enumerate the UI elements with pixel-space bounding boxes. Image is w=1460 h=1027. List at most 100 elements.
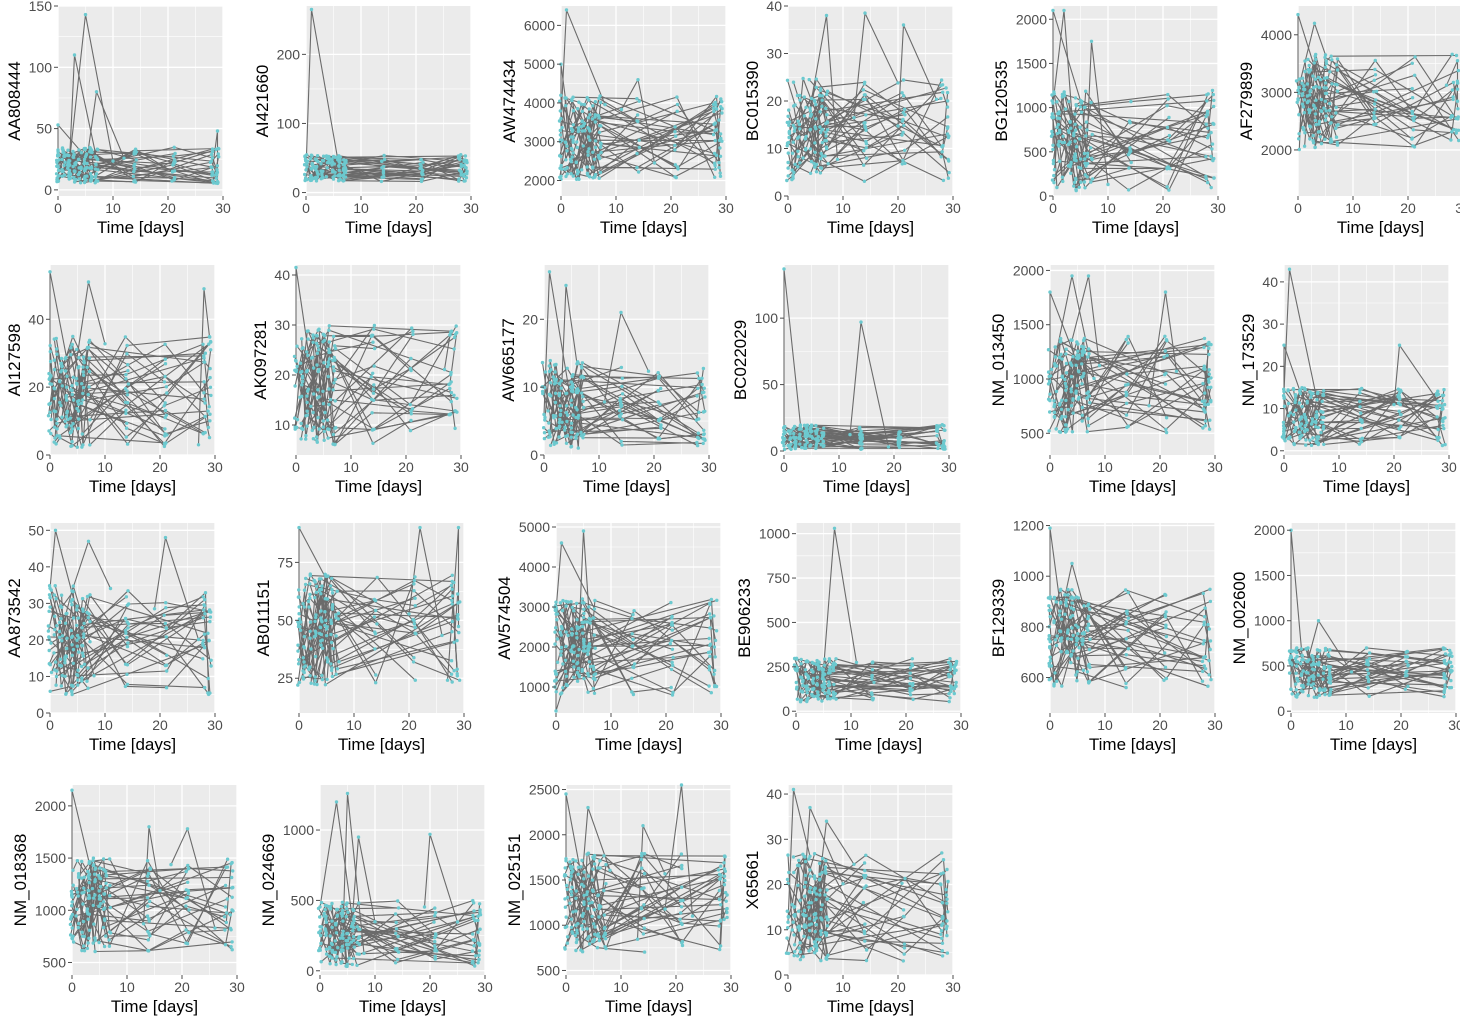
data-point (796, 165, 800, 169)
data-point (791, 140, 795, 144)
data-point (598, 123, 602, 128)
y-tick-label: 200 (277, 46, 301, 62)
data-point (308, 629, 312, 633)
data-point (304, 437, 308, 441)
data-point (48, 359, 53, 364)
data-point (442, 367, 447, 372)
data-point (700, 376, 704, 380)
data-point (1052, 90, 1056, 94)
x-tick-label: 10 (105, 200, 121, 216)
data-point (75, 347, 79, 352)
data-point (316, 344, 320, 348)
data-point (602, 400, 607, 404)
data-point (60, 634, 65, 638)
data-point (47, 635, 51, 639)
data-point (575, 662, 579, 666)
subject-trajectory (303, 598, 459, 677)
data-point (808, 109, 813, 113)
x-tick-label: 20 (401, 717, 417, 733)
data-point (670, 614, 674, 619)
data-point (586, 647, 590, 652)
data-point (1064, 423, 1068, 427)
x-tick-label: 30 (953, 717, 969, 733)
data-point (1164, 634, 1169, 639)
data-point (1322, 415, 1326, 420)
subject-trajectory (783, 430, 937, 449)
data-point (313, 619, 317, 624)
data-point (1206, 133, 1211, 137)
data-point (1315, 648, 1320, 652)
data-point (1296, 692, 1300, 696)
data-point (92, 674, 96, 678)
data-point (618, 398, 622, 403)
data-point (797, 122, 802, 127)
data-point (333, 155, 337, 159)
data-point (326, 374, 330, 379)
data-point (111, 159, 115, 163)
data-point (570, 633, 574, 637)
data-point (559, 653, 563, 657)
data-point (576, 666, 581, 671)
data-point (65, 646, 69, 651)
data-point (1301, 690, 1305, 694)
data-point (210, 165, 214, 170)
y-tick-label: 1200 (1013, 518, 1044, 534)
data-point (548, 381, 553, 385)
data-point (593, 646, 597, 650)
data-point (1334, 105, 1338, 110)
data-point (586, 126, 590, 130)
data-point (331, 334, 336, 339)
data-point (569, 435, 573, 439)
data-point (561, 662, 565, 666)
data-point (658, 437, 662, 441)
data-point (571, 151, 575, 155)
data-point (820, 699, 824, 703)
data-point (1082, 371, 1086, 376)
data-point (55, 352, 59, 356)
data-point (1405, 655, 1410, 659)
data-point (1207, 658, 1211, 663)
data-point (937, 443, 941, 448)
data-point (1321, 671, 1326, 675)
data-point (1047, 634, 1051, 638)
data-point (1085, 670, 1090, 674)
data-point (805, 684, 809, 688)
data-point (77, 170, 82, 175)
data-point (1297, 85, 1301, 90)
data-point (459, 165, 463, 169)
data-point (56, 179, 61, 183)
data-point (1167, 115, 1171, 120)
data-point (87, 880, 91, 885)
data-point (46, 629, 51, 633)
data-point (813, 150, 817, 154)
data-point (816, 435, 820, 439)
data-point (1165, 353, 1169, 358)
data-point (1061, 179, 1065, 184)
data-point (1454, 128, 1458, 132)
data-point (1320, 399, 1324, 404)
data-point (1071, 398, 1075, 402)
data-point (631, 612, 635, 617)
data-point (943, 428, 947, 432)
data-point (53, 584, 57, 588)
x-tick-label: 20 (663, 200, 679, 216)
data-point (1047, 429, 1051, 433)
data-point (165, 391, 169, 395)
data-point (107, 930, 112, 934)
data-point (453, 409, 457, 413)
data-point (77, 148, 81, 152)
data-point (1299, 661, 1303, 666)
data-point (870, 673, 874, 678)
data-point (1450, 52, 1454, 56)
data-point (1316, 390, 1320, 395)
data-point (326, 436, 330, 440)
subject-trajectory (1281, 398, 1443, 438)
data-point (821, 673, 825, 677)
data-point (48, 270, 52, 274)
data-point (1057, 128, 1062, 132)
data-point (314, 341, 319, 345)
data-point (1064, 371, 1069, 375)
data-point (75, 638, 79, 642)
data-point (88, 443, 92, 447)
data-point (798, 432, 802, 437)
